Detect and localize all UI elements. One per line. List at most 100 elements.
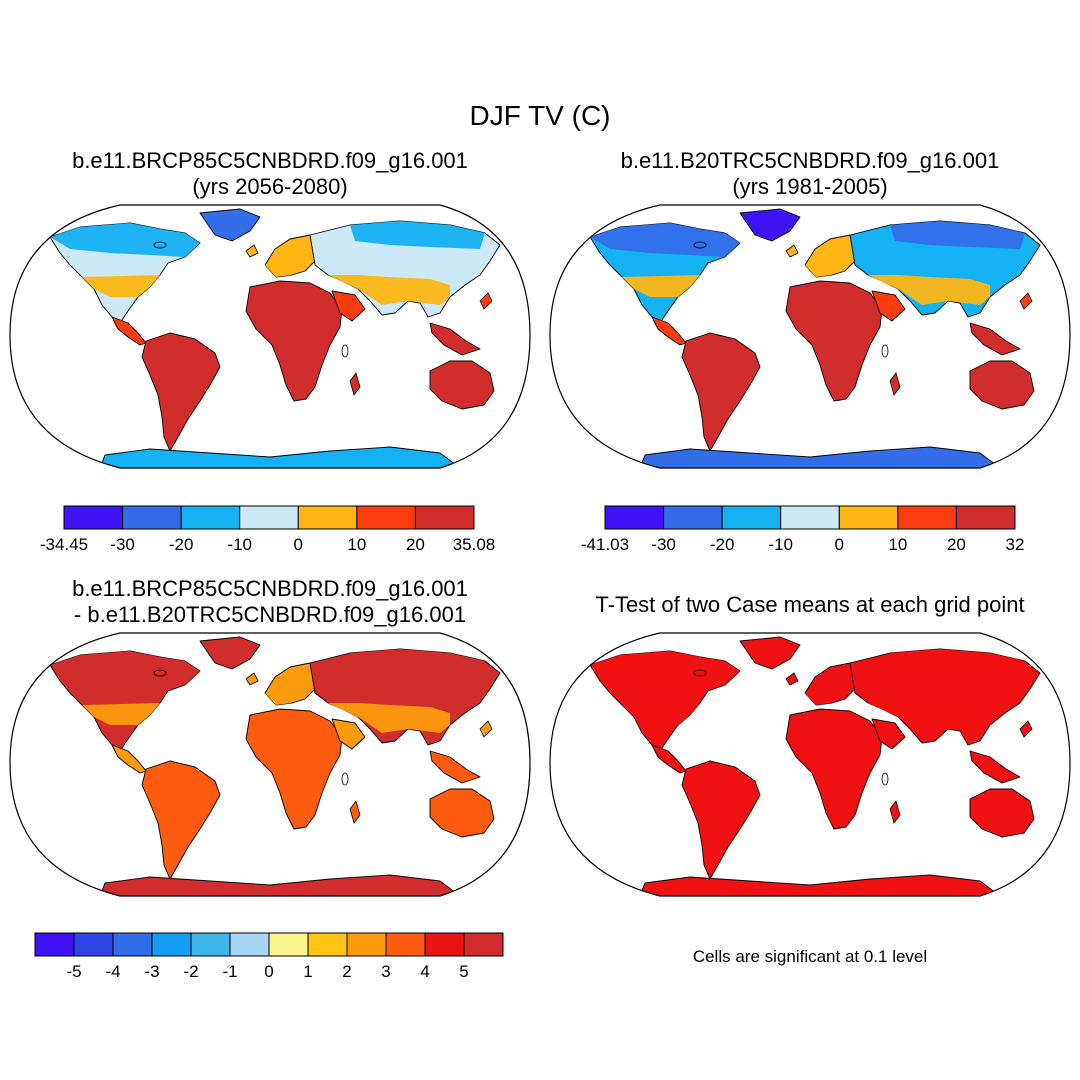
land-band-3 (328, 703, 450, 733)
panel-4-title-line1: T-Test of two Case means at each grid po… (595, 592, 1025, 617)
map-panel-2-land (589, 208, 1041, 468)
island-japan (479, 720, 493, 738)
map-panel-1-frame (9, 204, 531, 469)
land-africa (785, 280, 883, 402)
land-band-1 (82, 275, 160, 297)
colorbar-1-label-1: -30 (110, 535, 135, 554)
colorbar-2-box-3 (780, 505, 840, 530)
island-uk (785, 244, 799, 258)
island-japan (1019, 292, 1033, 310)
colorbar-1-box-1 (122, 505, 182, 530)
colorbar-2-label-3: -10 (768, 535, 793, 554)
map-panel-3-land (49, 636, 501, 896)
land-band-4 (805, 693, 832, 705)
colorbar-3-label-3: -2 (183, 962, 198, 981)
land-band-2 (350, 649, 485, 677)
panel-3-title-line2: - b.e11.B20TRC5CNBDRD.f09_g16.001 (73, 602, 467, 627)
colorbar-2-label-1: -30 (651, 535, 676, 554)
land-greenland (199, 636, 261, 670)
colorbar-3-box-1 (73, 932, 114, 957)
colorbar-2-label-7: 32 (1006, 535, 1025, 554)
panel-3-title: b.e11.BRCP85C5CNBDRD.f09_g16.001 - b.e11… (10, 576, 530, 628)
colorbar-2-box-4 (838, 505, 899, 530)
colorbar-2-box-2 (721, 505, 782, 530)
map-panel-1 (49, 208, 501, 468)
land-seAsia (969, 322, 1021, 356)
panel-2-title-line1: b.e11.B20TRC5CNBDRD.f09_g16.001 (620, 148, 1000, 173)
land-band-4 (265, 693, 292, 705)
land-africa (245, 708, 343, 830)
colorbar-3-label-6: 1 (303, 962, 312, 981)
figure-title: DJF TV (C) (469, 100, 611, 131)
panel-2-title: b.e11.B20TRC5CNBDRD.f09_g16.001 (yrs 198… (550, 148, 1070, 200)
colorbar-3-box-0 (34, 932, 75, 957)
colorbar-1-label-5: 10 (347, 535, 366, 554)
island-japan (1019, 720, 1033, 738)
land-australia (429, 788, 495, 838)
panel-2-title-line2: (yrs 1981-2005) (732, 174, 888, 199)
colorbar-2-label-4: 0 (835, 535, 844, 554)
panel-1-title-line1: b.e11.BRCP85C5CNBDRD.f09_g16.001 (72, 148, 468, 173)
map-panel-4-land (589, 636, 1041, 896)
colorbar-1-box-6 (414, 505, 475, 530)
lake-victoria (341, 344, 349, 358)
colorbar-1-box-3 (239, 505, 299, 530)
colorbar-panel-1: -34.45 -30 -20 -10 0 10 20 35.08 (40, 505, 496, 554)
land-band-0 (50, 651, 200, 685)
land-band-4 (805, 265, 832, 277)
colorbar-2-box-0 (604, 505, 665, 530)
map-panel-1-land (49, 208, 501, 468)
land-centralAmerica (651, 744, 687, 774)
significance-note: Cells are significant at 0.1 level (692, 947, 928, 966)
colorbar-3-box-2 (112, 932, 153, 957)
colorbar-3-label-2: -3 (144, 962, 159, 981)
land-seAsia (429, 322, 481, 356)
hudson-bay (693, 669, 707, 677)
colorbar-3-label-8: 3 (381, 962, 390, 981)
colorbar-1-box-4 (297, 505, 358, 530)
colorbar-3-box-9 (385, 932, 426, 957)
colorbar-3-label-10: 5 (459, 962, 468, 981)
island-madagascar (889, 800, 901, 824)
land-band-1 (622, 703, 700, 725)
island-uk (785, 672, 799, 686)
colorbar-1-label-7: 35.08 (453, 535, 496, 554)
land-antarctica (639, 874, 1001, 896)
land-greenland (199, 208, 261, 242)
colorbar-3-label-1: -4 (105, 962, 120, 981)
colorbar-2-box-5 (897, 505, 957, 530)
map-panel-2-frame (549, 204, 1071, 469)
land-southAmerica (681, 332, 761, 452)
colorbar-1-box-0 (63, 505, 124, 530)
map-panel-3 (49, 636, 501, 896)
colorbar-2-label-6: 20 (947, 535, 966, 554)
colorbar-1-box-5 (356, 505, 416, 530)
hudson-bay (693, 241, 707, 249)
colorbar-panel-2: -41.03 -30 -20 -10 0 10 20 32 (581, 505, 1025, 554)
land-africa (245, 280, 343, 402)
island-madagascar (349, 372, 361, 396)
land-africa (785, 708, 883, 830)
panel-3-title-line1: b.e11.BRCP85C5CNBDRD.f09_g16.001 (72, 576, 468, 601)
land-arabia (871, 718, 906, 750)
hudson-bay (153, 241, 167, 249)
colorbar-2-label-2: -20 (710, 535, 735, 554)
colorbar-1-label-0: -34.45 (40, 535, 88, 554)
land-australia (969, 360, 1035, 410)
panel-1-title-line2: (yrs 2056-2080) (192, 174, 348, 199)
lake-victoria (881, 344, 889, 358)
colorbar-3-box-4 (190, 932, 231, 957)
land-band-2 (890, 649, 1025, 677)
land-centralAmerica (651, 316, 687, 346)
land-centralAmerica (111, 744, 147, 774)
colorbar-2-label-0: -41.03 (581, 535, 629, 554)
land-arabia (871, 290, 906, 322)
map-panel-4 (589, 636, 1041, 896)
lake-victoria (341, 772, 349, 786)
colorbar-3-label-7: 2 (342, 962, 351, 981)
colorbar-panel-3: -5 -4 -3 -2 -1 0 1 2 3 4 5 (34, 932, 504, 981)
colorbar-3-box-6 (268, 932, 309, 957)
colorbar-3-box-8 (346, 932, 387, 957)
colorbar-3-box-5 (229, 932, 270, 957)
island-madagascar (349, 800, 361, 824)
